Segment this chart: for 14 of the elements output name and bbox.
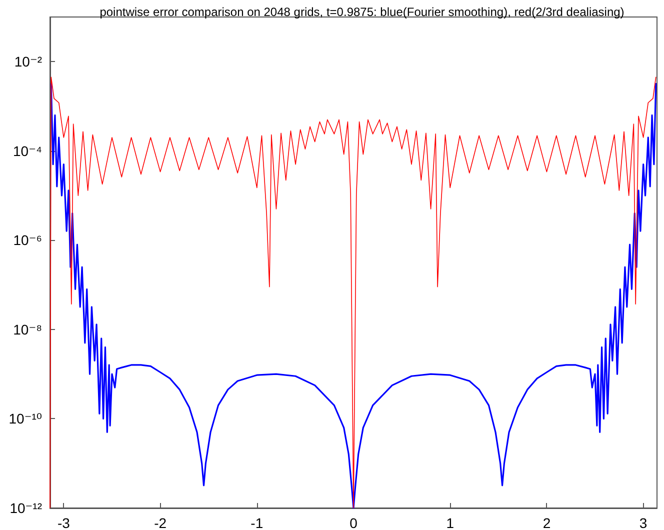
y-tick-label: 10⁻¹² <box>10 500 42 516</box>
y-tick-label: 10⁻² <box>14 54 42 70</box>
y-tick-label: 10⁻⁸ <box>13 321 42 338</box>
chart-title: pointwise error comparison on 2048 grids, t=0.9875: blue(Fourier smoothing), red(2/3rd dealiasing) <box>100 5 624 19</box>
y-tick-label: 10⁻⁶ <box>13 232 42 248</box>
x-tick-label: 3 <box>639 515 648 530</box>
x-tick-label: -1 <box>250 515 264 530</box>
x-tick-label: 0 <box>350 515 358 530</box>
y-tick-label: 10⁻¹⁰ <box>8 410 42 427</box>
x-tick-label: -2 <box>154 515 167 530</box>
x-tick-label: 1 <box>446 515 454 530</box>
y-tick-label: 10⁻⁴ <box>13 142 42 159</box>
x-tick-label: 2 <box>542 515 551 530</box>
x-tick-label: -3 <box>57 515 70 530</box>
